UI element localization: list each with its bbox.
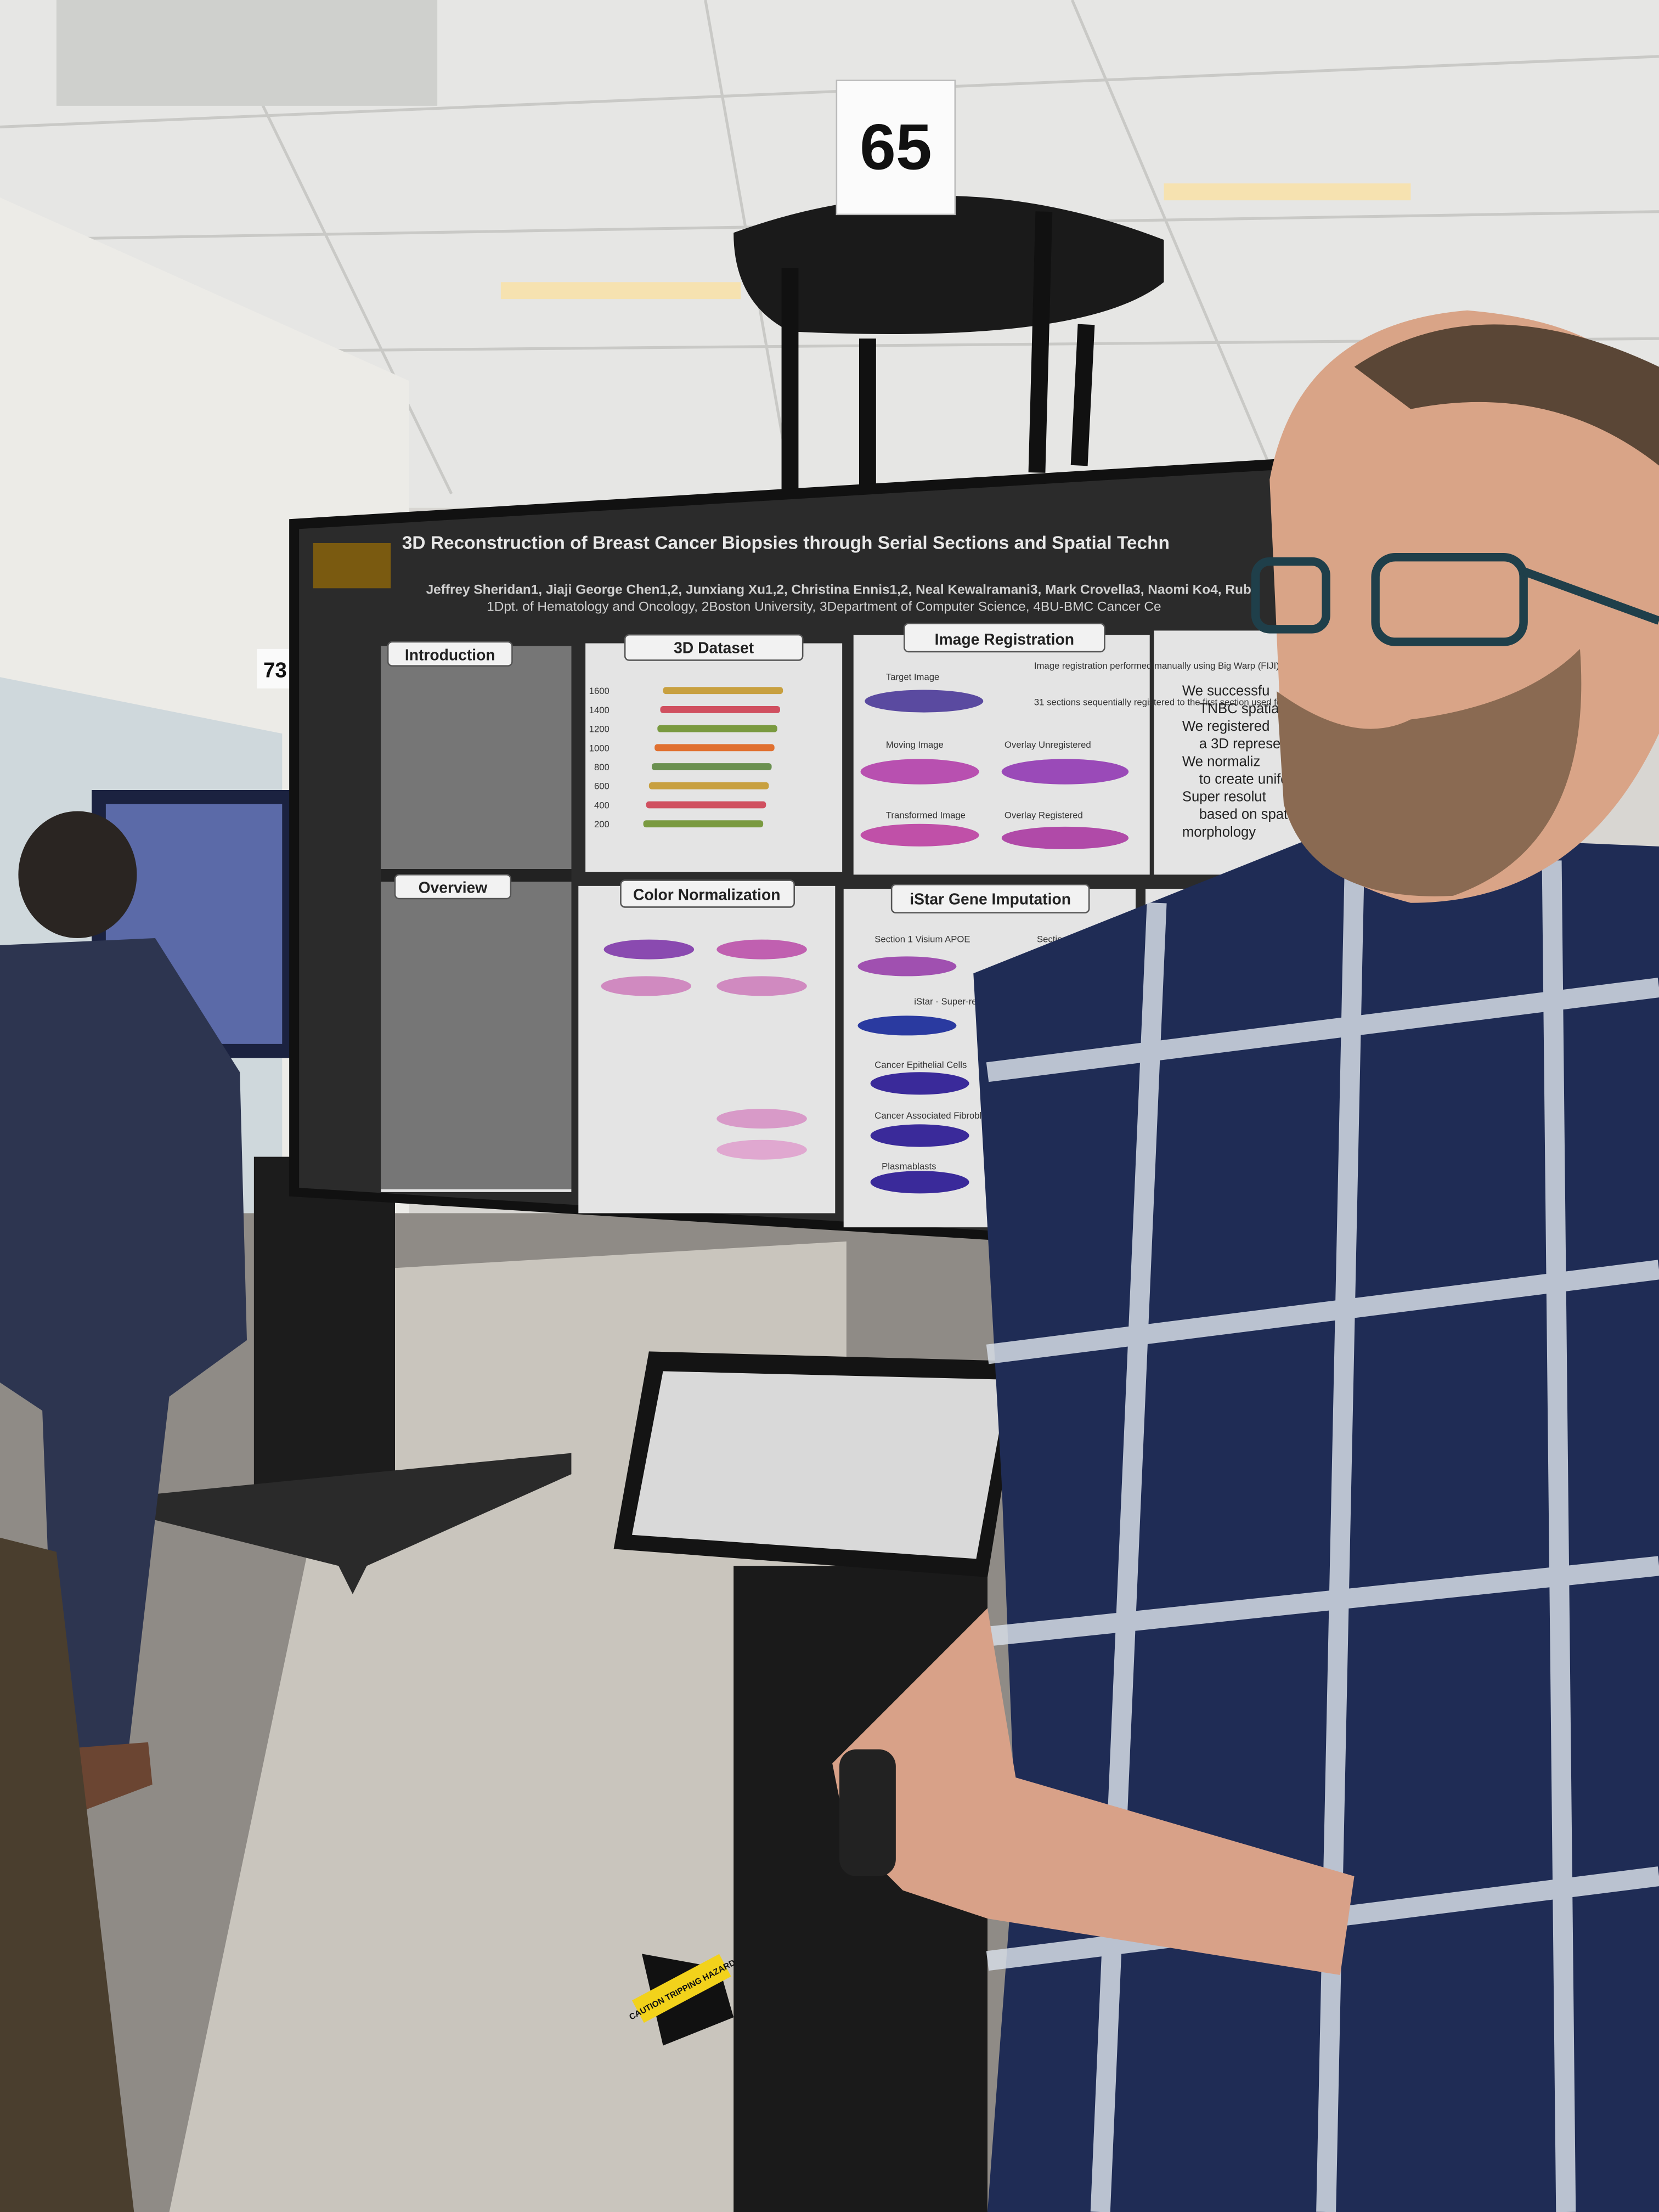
light (500, 282, 741, 300)
sign (257, 648, 294, 689)
bullet: to create unifo (1199, 771, 1289, 787)
section-heading: iStar Gene Imputation (910, 890, 1071, 907)
tick-label: 1200 (589, 724, 610, 735)
bag (0, 1537, 134, 2212)
slice (657, 725, 777, 732)
tick-label: 1400 (589, 705, 610, 715)
bullet: Image registration performed manually us… (1034, 661, 1279, 671)
conclusions: We successfu TNBC spatial We registered a 3… (1182, 684, 1289, 840)
bullet: based on spat (1199, 807, 1288, 822)
glasses (1251, 553, 1659, 646)
stand-legs (781, 211, 1095, 494)
label: Transformed Image (886, 810, 966, 820)
sign-number: 73 (263, 658, 287, 682)
beard (1277, 648, 1582, 896)
tick-label: 200 (594, 819, 610, 830)
light (1164, 183, 1411, 201)
stand-base (141, 1453, 572, 1594)
label: Overlay Unregistered (1005, 740, 1091, 750)
tick-label: 800 (594, 762, 610, 772)
bullet: Super resolut (1182, 789, 1266, 805)
slice (652, 763, 772, 770)
section-heading: Image Registration (935, 630, 1074, 648)
slice (648, 782, 769, 789)
vent (56, 0, 438, 106)
slice (663, 687, 783, 695)
poster-authors: Jeffrey Sheridan1, Jiaji George Chen1,2,… (426, 583, 1251, 597)
slice (646, 801, 766, 809)
stand-top (733, 195, 1164, 334)
bullet: We normaliz (1182, 754, 1260, 769)
label: Target Image (886, 672, 940, 682)
poster-title: 3D Reconstruction of Breast Cancer Biops… (402, 533, 1170, 553)
head (18, 811, 137, 938)
bullet: morphology (1182, 825, 1256, 840)
section-heading: Color Normalization (633, 886, 781, 904)
section-heading: Introduction (405, 646, 495, 663)
tick-label: 400 (594, 800, 610, 810)
tablet-screen (632, 1371, 1009, 1559)
bullet: We registered (1182, 719, 1270, 734)
section-heading: Overview (419, 879, 488, 896)
reflection (381, 646, 572, 1189)
sign (836, 80, 956, 216)
stand (253, 1156, 395, 1496)
tick-label: 600 (594, 781, 610, 792)
watch (839, 1749, 896, 1876)
label: Plasmablasts (882, 1161, 936, 1172)
bullet: TNBC spatial (1199, 701, 1282, 716)
section-pills (387, 623, 1355, 915)
bullet: We successfu (1182, 684, 1270, 699)
tissue-slices (643, 687, 783, 828)
logo (313, 543, 391, 589)
tick-label: 1600 (589, 686, 610, 696)
label: Moving Image (886, 740, 944, 750)
sign-number: 65 (860, 111, 932, 184)
label: Overlay Registered (1005, 810, 1083, 820)
poster-affiliations: 1Dpt. of Hematology and Oncology, 2Bosto… (487, 599, 1161, 614)
tissue-images (601, 690, 1129, 1160)
bullet: a 3D represe (1199, 736, 1281, 752)
label: Section 1 Visium APOE (874, 934, 970, 945)
label: Cancer Epithelial Cells (874, 1060, 967, 1070)
arm (832, 1608, 1355, 1975)
tick-labels: 1600 1400 1200 1000 800 600 400 200 (589, 686, 610, 830)
section-heading: 3D Dataset (674, 639, 754, 657)
label: Cancer Associated Fibroblasts (874, 1110, 998, 1121)
bullet: 31 sections sequentially registered to t… (1034, 697, 1340, 708)
person (0, 938, 247, 1778)
slice (654, 744, 775, 752)
slice (643, 820, 764, 828)
hair (1354, 324, 1659, 466)
tick-label: 1000 (589, 743, 610, 753)
slice (660, 706, 780, 713)
